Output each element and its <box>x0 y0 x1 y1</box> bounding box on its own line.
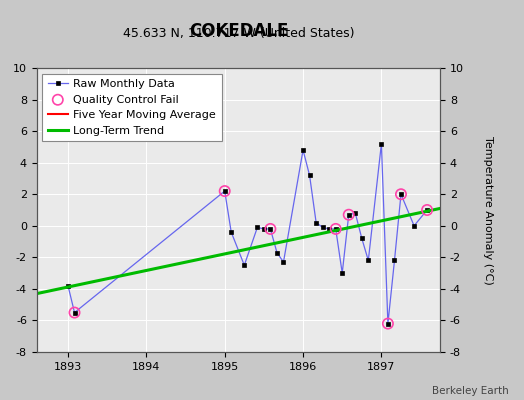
Quality Control Fail <box>221 188 229 194</box>
Quality Control Fail <box>384 320 392 327</box>
Raw Monthly Data <box>71 310 78 315</box>
Raw Monthly Data <box>358 236 365 241</box>
Raw Monthly Data <box>352 211 358 216</box>
Legend: Raw Monthly Data, Quality Control Fail, Five Year Moving Average, Long-Term Tren: Raw Monthly Data, Quality Control Fail, … <box>42 74 222 141</box>
Quality Control Fail <box>423 207 431 213</box>
Raw Monthly Data <box>222 189 228 194</box>
Quality Control Fail <box>266 226 275 232</box>
Raw Monthly Data <box>307 173 313 178</box>
Raw Monthly Data <box>274 250 280 255</box>
Raw Monthly Data <box>313 220 319 225</box>
Quality Control Fail <box>345 212 353 218</box>
Quality Control Fail <box>397 191 405 198</box>
Raw Monthly Data <box>254 225 260 230</box>
Raw Monthly Data <box>398 192 404 197</box>
Raw Monthly Data <box>326 226 332 231</box>
Raw Monthly Data <box>261 226 267 231</box>
Raw Monthly Data <box>346 212 352 217</box>
Title: 45.633 N, 110.717 W (United States): 45.633 N, 110.717 W (United States) <box>123 28 354 40</box>
Raw Monthly Data <box>365 258 372 263</box>
Raw Monthly Data <box>339 271 345 276</box>
Raw Monthly Data <box>424 208 430 212</box>
Raw Monthly Data <box>280 260 287 264</box>
Raw Monthly Data <box>300 148 306 152</box>
Raw Monthly Data <box>228 230 234 234</box>
Quality Control Fail <box>70 309 79 316</box>
Raw Monthly Data <box>267 226 274 231</box>
Text: COKEDALE: COKEDALE <box>189 22 288 40</box>
Raw Monthly Data <box>378 141 385 146</box>
Y-axis label: Temperature Anomaly (°C): Temperature Anomaly (°C) <box>483 136 493 284</box>
Raw Monthly Data <box>333 226 339 231</box>
Raw Monthly Data <box>411 223 417 228</box>
Quality Control Fail <box>332 226 340 232</box>
Raw Monthly Data <box>391 258 398 263</box>
Text: Berkeley Earth: Berkeley Earth <box>432 386 508 396</box>
Raw Monthly Data <box>65 283 71 288</box>
Line: Raw Monthly Data: Raw Monthly Data <box>66 142 429 326</box>
Raw Monthly Data <box>241 263 247 268</box>
Raw Monthly Data <box>385 321 391 326</box>
Raw Monthly Data <box>320 225 326 230</box>
